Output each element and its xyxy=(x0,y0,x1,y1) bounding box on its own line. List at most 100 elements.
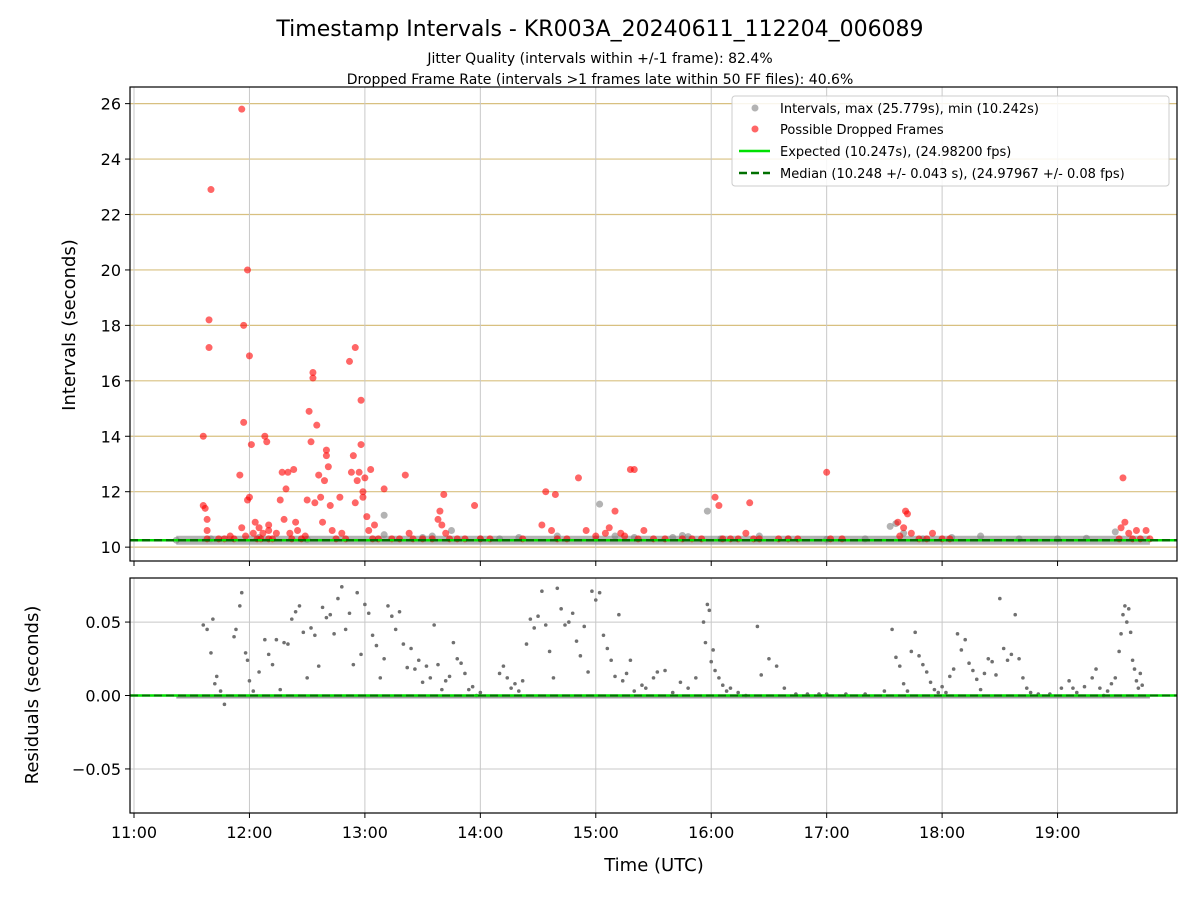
dropped-frame-point xyxy=(357,441,365,449)
residual-point xyxy=(257,670,261,674)
residual-point xyxy=(974,677,979,682)
residual-point xyxy=(593,598,598,602)
interval-point xyxy=(596,500,604,508)
residual-point xyxy=(316,664,321,668)
dropped-frame-point xyxy=(309,369,317,377)
residual-point xyxy=(470,684,475,689)
x-tick-label: 11:00 xyxy=(111,823,157,842)
dropped-frame-point xyxy=(319,518,327,526)
residual-point xyxy=(478,690,483,695)
residual-point xyxy=(270,662,275,667)
residual-point xyxy=(774,664,779,668)
residual-point xyxy=(555,586,560,591)
dropped-frame-point xyxy=(242,532,250,540)
dropped-frame-point xyxy=(280,515,288,523)
dropped-frame-point xyxy=(294,527,302,535)
residual-point xyxy=(505,676,510,680)
dropped-frame-point xyxy=(436,507,444,515)
residual-point xyxy=(944,690,948,695)
dropped-frame-point xyxy=(251,518,259,526)
residual-point xyxy=(928,680,933,685)
residuals-plot-frame xyxy=(129,577,1178,814)
dropped-frame-point xyxy=(338,529,346,537)
residual-point xyxy=(959,648,964,652)
residual-point xyxy=(234,627,238,632)
residual-point xyxy=(551,676,556,680)
residual-point xyxy=(655,670,660,674)
dropped-frame-point xyxy=(438,521,446,529)
residual-point xyxy=(1090,676,1094,680)
dropped-frame-point xyxy=(621,532,629,540)
residual-point xyxy=(1109,681,1114,686)
residual-point xyxy=(998,596,1002,601)
residual-point xyxy=(1082,684,1087,689)
residual-point xyxy=(609,658,613,663)
residual-point xyxy=(963,637,967,642)
dropped-frame-point xyxy=(238,524,246,532)
dropped-frame-point xyxy=(313,421,321,429)
y-tick-label: 22 xyxy=(101,206,121,225)
y-tick-label: −0.05 xyxy=(72,760,121,779)
x-tick-label: 14:00 xyxy=(457,823,503,842)
dropped-frame-point xyxy=(278,468,286,476)
dropped-frame-point xyxy=(265,527,273,535)
interval-point xyxy=(977,532,985,540)
dropped-frame-point xyxy=(357,396,365,404)
residual-point xyxy=(532,626,537,630)
residual-point xyxy=(651,676,656,680)
dropped-frame-point xyxy=(236,471,244,479)
dropped-frame-point xyxy=(205,344,213,352)
dropped-frame-point xyxy=(715,502,723,510)
residual-point xyxy=(909,649,914,654)
dropped-frame-point xyxy=(405,529,413,537)
legend-item-dropped: Possible Dropped Frames xyxy=(780,123,944,138)
dropped-frame-point xyxy=(276,496,284,504)
residual-point xyxy=(1121,612,1125,617)
dropped-frame-point xyxy=(301,532,309,540)
residual-point xyxy=(1126,607,1131,611)
residual-point xyxy=(1098,686,1102,690)
dropped-frame-point xyxy=(823,468,831,476)
residual-point xyxy=(1005,658,1010,663)
dropped-frame-point xyxy=(282,485,290,493)
legend: Intervals, max (25.779s), min (10.242s) … xyxy=(731,95,1170,187)
residual-point xyxy=(286,642,290,646)
residual-point xyxy=(393,627,398,632)
residual-point xyxy=(211,617,215,621)
residual-point xyxy=(932,687,937,692)
dropped-frame-point xyxy=(471,502,479,510)
residual-point xyxy=(278,687,283,692)
residual-point xyxy=(455,656,460,661)
dropped-frame-point xyxy=(315,471,323,479)
dropped-frame-point xyxy=(351,499,359,507)
dropped-frame-point xyxy=(928,529,936,537)
residual-point xyxy=(1123,604,1127,608)
residual-point xyxy=(428,676,433,680)
y-tick-label: 12 xyxy=(101,483,121,502)
residual-point xyxy=(1028,690,1033,695)
dropped-frame-point xyxy=(371,521,379,529)
residual-point xyxy=(309,626,313,630)
residual-point xyxy=(355,590,359,595)
residual-point xyxy=(382,656,386,661)
dropped-frame-point xyxy=(247,441,255,449)
legend-item-median: Median (10.248 +/- 0.043 s), (24.97967 +… xyxy=(780,167,1125,182)
dropped-frame-point xyxy=(307,438,315,446)
residual-point xyxy=(459,661,463,665)
residual-point xyxy=(451,640,456,645)
dropped-frame-point xyxy=(203,515,211,523)
residual-point xyxy=(567,620,571,624)
dropped-frame-point xyxy=(263,438,271,446)
residual-point xyxy=(978,687,983,692)
residual-point xyxy=(370,633,375,638)
residual-point xyxy=(390,614,394,618)
x-tick-label: 16:00 xyxy=(688,823,734,842)
residual-point xyxy=(336,596,340,601)
residual-point xyxy=(955,632,960,636)
residual-point xyxy=(528,617,533,621)
residual-point xyxy=(1119,632,1123,636)
residual-point xyxy=(263,637,267,642)
residual-point xyxy=(509,686,513,690)
residual-point xyxy=(378,676,383,680)
residual-point xyxy=(663,668,667,673)
